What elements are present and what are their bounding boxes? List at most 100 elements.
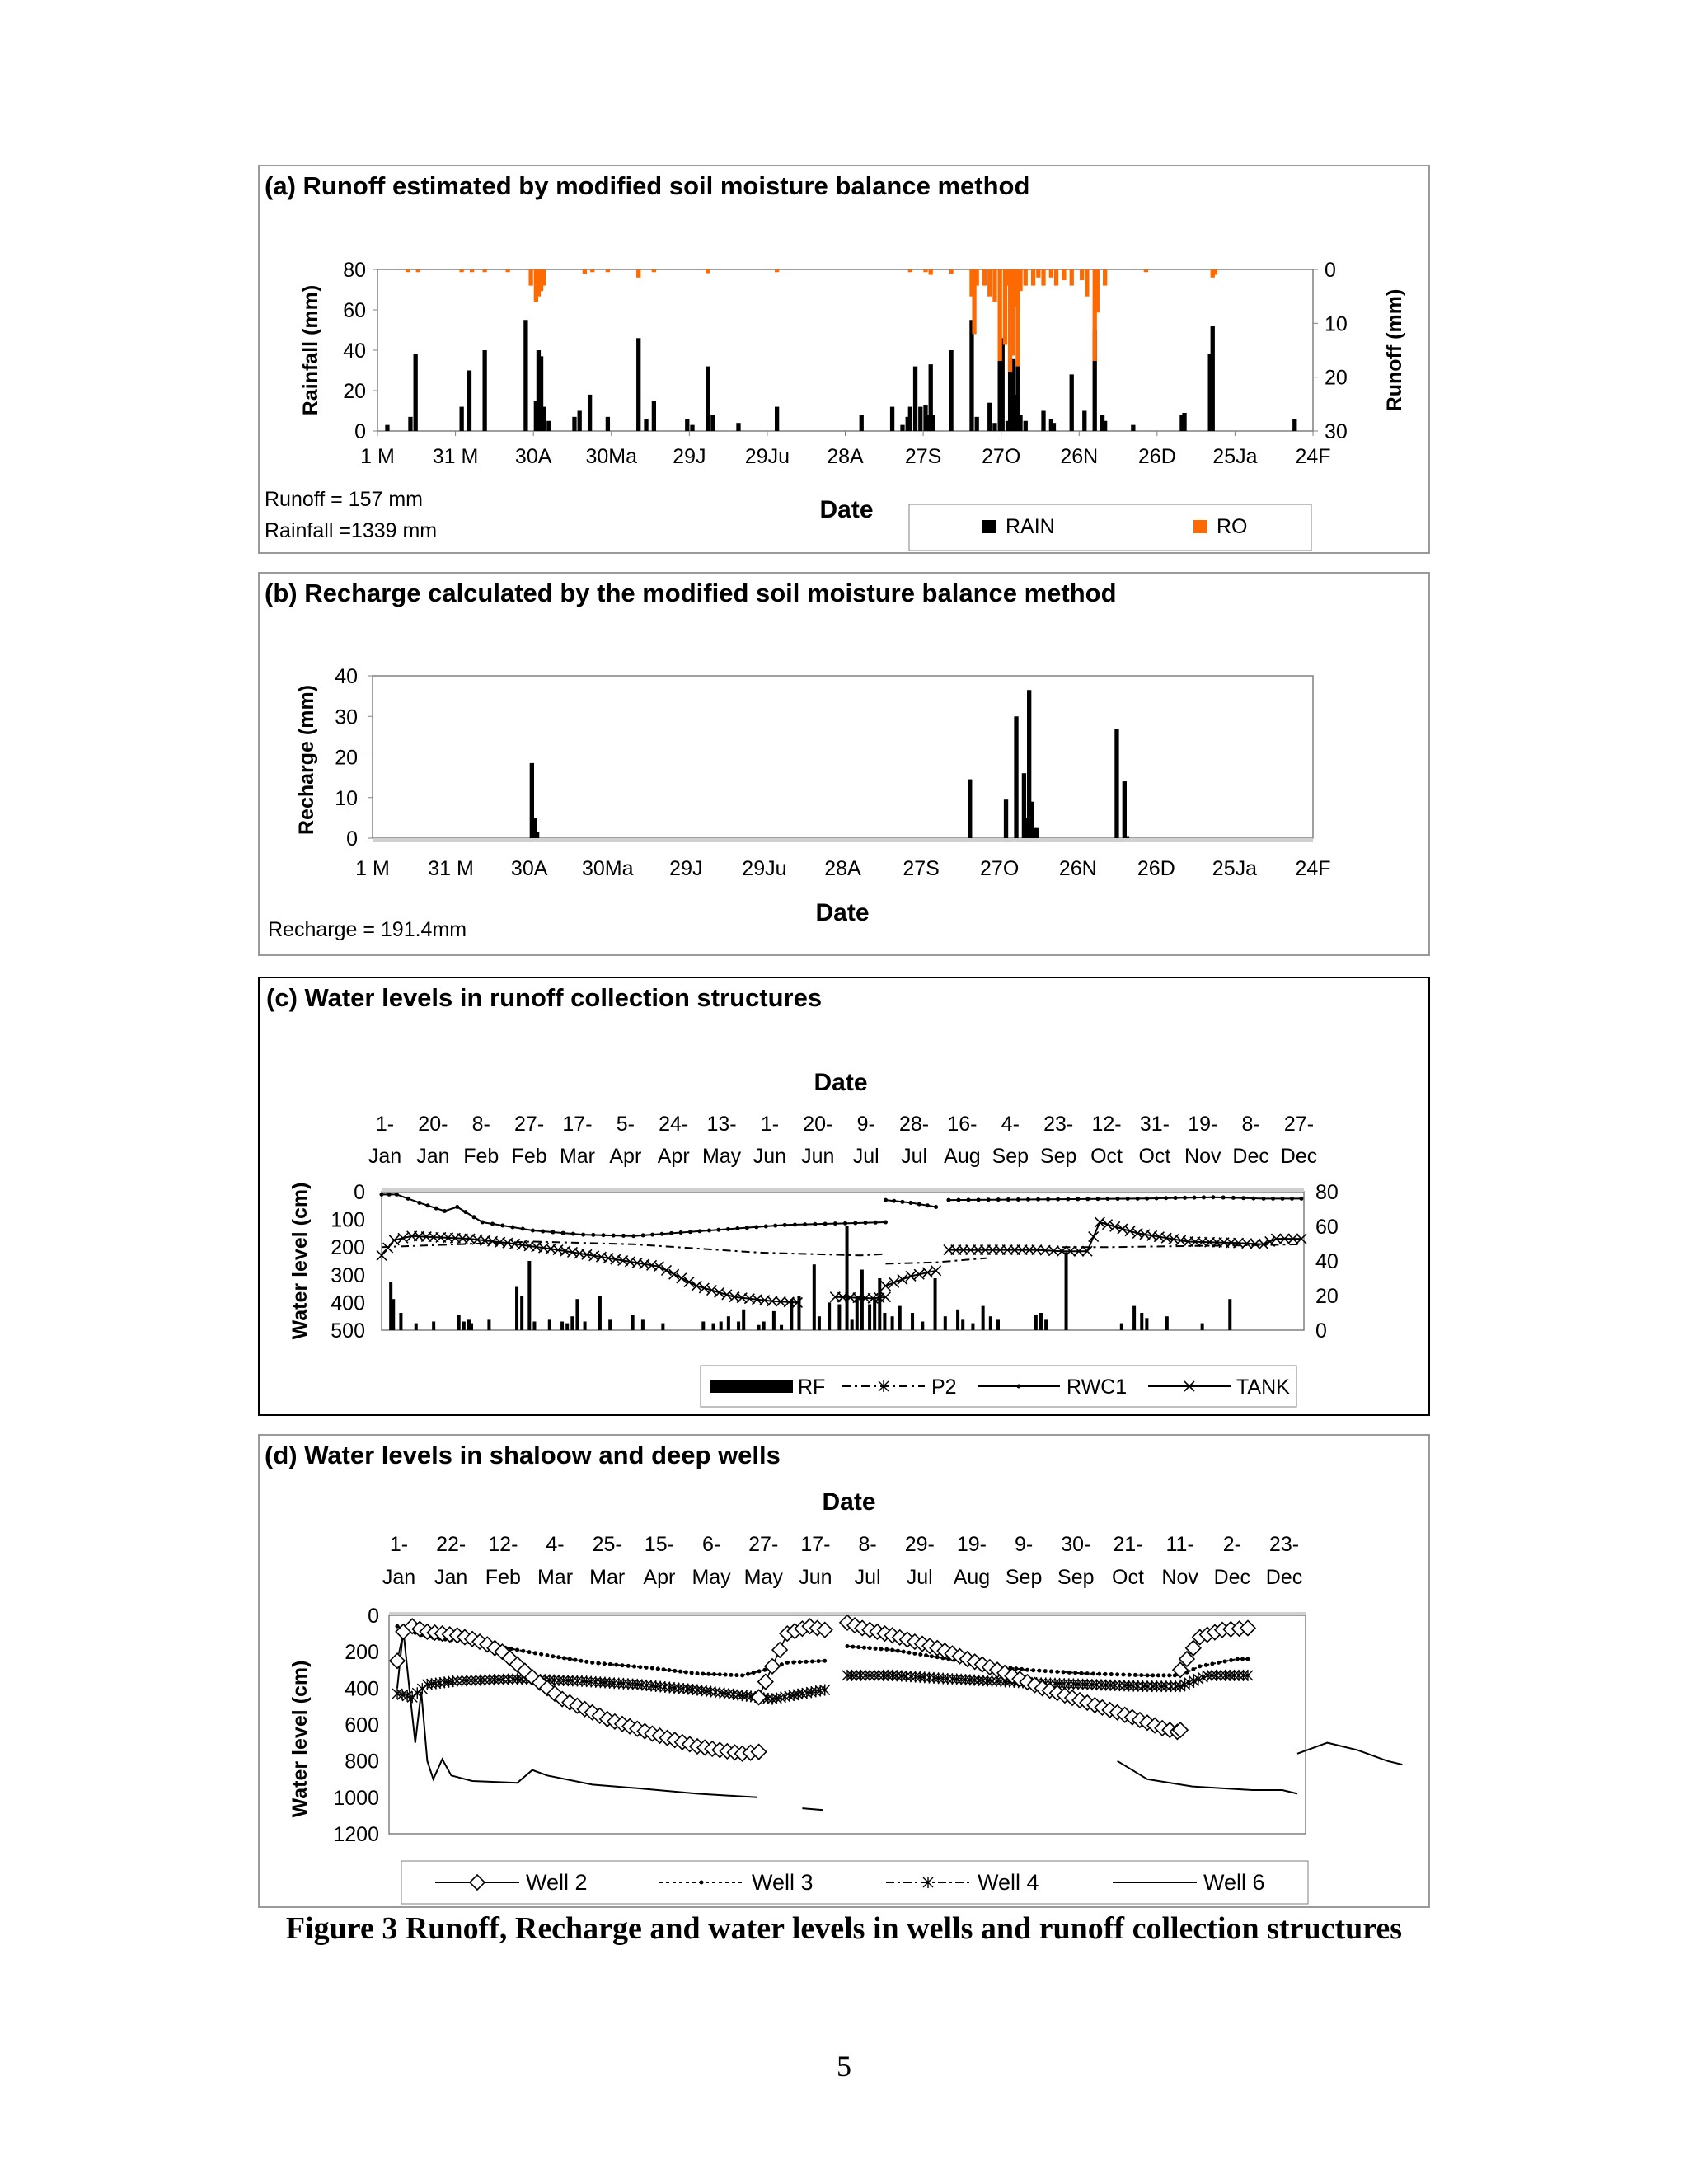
rwc1-marker bbox=[782, 1222, 787, 1227]
x-tick-label-d: 21- bbox=[1113, 1533, 1142, 1556]
y-tick-label-b: 10 bbox=[335, 787, 358, 810]
rwc1-marker bbox=[434, 1206, 438, 1211]
legend-swatch-rf bbox=[710, 1380, 793, 1393]
y-tick-label-b: 20 bbox=[335, 747, 358, 770]
rwc1-marker bbox=[570, 1231, 575, 1236]
rain-bar bbox=[1051, 423, 1057, 431]
rf-bar bbox=[470, 1323, 474, 1330]
well-4-marker bbox=[1160, 1680, 1172, 1693]
runoff-bar bbox=[651, 269, 657, 273]
well-3-marker bbox=[620, 1663, 625, 1668]
x-tick-label-d: 17- bbox=[800, 1533, 830, 1556]
rf-bar bbox=[797, 1296, 801, 1330]
panel-a: (a) Runoff estimated by modified soil mo… bbox=[258, 165, 1430, 554]
plot-area-a bbox=[377, 269, 1314, 432]
rwc1-marker bbox=[650, 1232, 655, 1237]
page-number: 5 bbox=[837, 2050, 851, 2083]
recharge-bar bbox=[1027, 690, 1032, 838]
well-3-marker bbox=[1049, 1669, 1054, 1674]
x-tick-label-b: 24F bbox=[1295, 857, 1330, 880]
x-tick-label-c: 28- bbox=[899, 1113, 929, 1136]
rf-bar bbox=[565, 1323, 570, 1330]
rf-bar bbox=[757, 1324, 761, 1330]
rwc1-marker bbox=[379, 1192, 384, 1197]
y-axis-label-d: Water level (cm) bbox=[288, 1661, 312, 1818]
runoff-bar bbox=[1041, 269, 1046, 286]
tank-marker bbox=[931, 1265, 942, 1277]
y-tick-label-c: 100 bbox=[331, 1209, 365, 1232]
rwc1-marker bbox=[716, 1227, 721, 1232]
rwc1-marker bbox=[442, 1209, 447, 1214]
x-tick-label-c: 27- bbox=[1284, 1113, 1314, 1136]
rain-bar bbox=[992, 423, 997, 431]
well-3-marker bbox=[861, 1645, 866, 1650]
well-2-marker bbox=[501, 1649, 518, 1667]
rf-bar bbox=[1165, 1316, 1169, 1330]
rwc1-marker bbox=[803, 1222, 808, 1227]
x-axis-band-b bbox=[373, 838, 1313, 842]
x-tick-label-c-month: Jan bbox=[368, 1145, 401, 1168]
x-tick-label-b: 30A bbox=[511, 857, 548, 880]
well-3-marker bbox=[567, 1657, 572, 1661]
figure-caption: Figure 3 Runoff, Recharge and water leve… bbox=[285, 1911, 1403, 1946]
y-axis-label-c: Water level (cm) bbox=[288, 1183, 312, 1340]
runoff-bar bbox=[1095, 269, 1100, 313]
y2-tick-label-a: 20 bbox=[1325, 367, 1348, 390]
tank-marker bbox=[397, 1232, 409, 1244]
runoff-bar bbox=[482, 269, 487, 273]
well-3-marker bbox=[661, 1667, 666, 1672]
well-2-marker bbox=[750, 1743, 767, 1760]
rf-bar bbox=[661, 1323, 665, 1330]
series-well-6 bbox=[1117, 1760, 1298, 1795]
tank-marker bbox=[653, 1261, 664, 1272]
rain-bar bbox=[987, 402, 992, 431]
well-3-marker bbox=[1191, 1667, 1196, 1672]
rf-bar bbox=[943, 1316, 947, 1330]
x-tick-label-a: 31 M bbox=[433, 445, 479, 468]
tank-marker bbox=[683, 1276, 695, 1288]
runoff-bar bbox=[992, 269, 997, 302]
well-3-marker bbox=[539, 1652, 544, 1657]
runoff-bar bbox=[1048, 269, 1053, 278]
runoff-bar bbox=[469, 269, 475, 273]
y-tick-label-b: 0 bbox=[346, 827, 358, 851]
y-tick-label-d: 0 bbox=[368, 1605, 379, 1628]
well-3-marker bbox=[626, 1663, 631, 1668]
recharge-bar bbox=[1024, 818, 1029, 838]
rwc1-marker bbox=[1173, 1196, 1178, 1201]
rwc1-marker bbox=[1066, 1197, 1071, 1202]
x-tick-label-c-month: Jul bbox=[853, 1145, 879, 1168]
well-4-marker bbox=[819, 1684, 831, 1696]
x-tick-label-d-month: May bbox=[692, 1566, 731, 1589]
well-3-marker bbox=[1216, 1660, 1221, 1665]
runoff-bar bbox=[1062, 269, 1067, 281]
well-3-marker bbox=[1055, 1669, 1060, 1674]
rain-bar bbox=[1010, 358, 1015, 431]
well-3-marker bbox=[779, 1662, 784, 1667]
rain-bar bbox=[533, 401, 538, 431]
well-3-marker bbox=[929, 1654, 934, 1659]
y2-tick-label-a: 30 bbox=[1325, 420, 1348, 443]
x-axis-band-d bbox=[389, 1612, 1306, 1615]
well-3-marker bbox=[1014, 1666, 1019, 1671]
rwc1-marker bbox=[581, 1232, 586, 1237]
well-3-marker bbox=[1097, 1671, 1102, 1676]
well-3-marker bbox=[607, 1661, 612, 1666]
x-tick-label-b: 29Ju bbox=[742, 857, 786, 880]
rf-bar bbox=[1034, 1315, 1038, 1330]
rwc1-marker bbox=[976, 1197, 981, 1202]
rf-bar bbox=[1228, 1299, 1232, 1330]
rain-bar bbox=[587, 394, 593, 431]
runoff-bar bbox=[706, 269, 710, 274]
x-tick-label-d-month: Jan bbox=[382, 1566, 415, 1589]
rain-bar bbox=[1103, 420, 1108, 431]
rf-bar bbox=[399, 1313, 403, 1330]
rwc1-marker bbox=[892, 1198, 897, 1203]
rwc1-marker bbox=[863, 1221, 868, 1226]
well-3-marker bbox=[1151, 1673, 1156, 1678]
tank-marker bbox=[1264, 1235, 1276, 1248]
rf-bar bbox=[528, 1261, 532, 1330]
legend-label-well-4: Well 4 bbox=[978, 1870, 1039, 1895]
rwc1-marker bbox=[640, 1233, 645, 1238]
panel-a-title: (a) Runoff estimated by modified soil mo… bbox=[265, 171, 1030, 200]
